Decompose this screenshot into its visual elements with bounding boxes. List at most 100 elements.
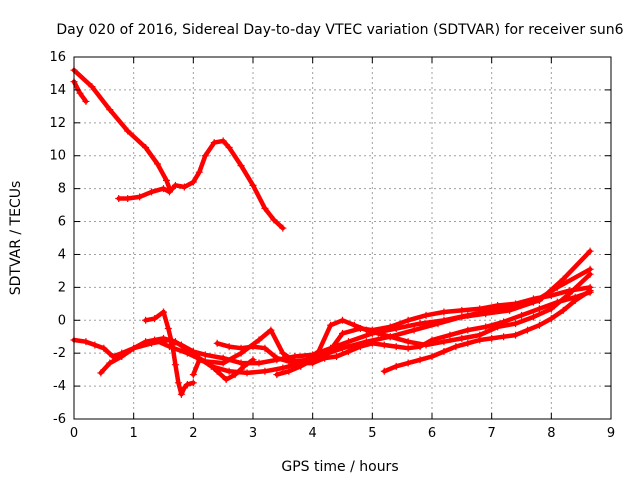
- data-point: [142, 338, 150, 346]
- y-tick-label: 2: [58, 280, 66, 295]
- data-point: [225, 367, 233, 375]
- data-point: [148, 188, 156, 196]
- series-layer: [70, 66, 594, 398]
- data-point: [204, 359, 212, 367]
- data-point: [261, 367, 269, 375]
- data-point: [243, 369, 251, 377]
- data-point: [231, 371, 239, 379]
- data-point: [321, 354, 329, 362]
- x-tick-label: 3: [249, 426, 257, 441]
- data-point: [535, 305, 543, 313]
- data-point: [356, 325, 364, 332]
- data-point: [219, 359, 227, 367]
- data-point: [162, 176, 170, 184]
- data-point: [586, 287, 594, 295]
- data-point: [171, 361, 179, 369]
- data-point: [339, 316, 346, 324]
- data-point: [446, 331, 454, 339]
- data-point: [565, 287, 573, 295]
- data-point: [476, 336, 484, 344]
- data-point: [270, 216, 278, 224]
- data-point: [237, 162, 245, 170]
- y-tick-label: -4: [53, 379, 66, 394]
- data-point: [225, 343, 233, 351]
- data-point: [356, 343, 364, 351]
- data-point: [339, 344, 346, 352]
- data-point: [535, 321, 543, 329]
- data-point: [344, 338, 352, 346]
- data-point: [547, 292, 555, 300]
- data-point: [279, 364, 287, 372]
- data-point: [124, 195, 132, 203]
- data-point: [189, 371, 197, 379]
- data-point: [512, 331, 520, 339]
- data-point: [210, 139, 218, 147]
- data-point: [386, 333, 394, 341]
- data-point: [174, 379, 182, 387]
- data-point: [279, 349, 287, 357]
- data-point: [100, 344, 108, 352]
- data-point: [151, 315, 159, 323]
- data-point: [91, 341, 99, 349]
- data-point: [82, 338, 90, 346]
- data-point: [165, 188, 173, 196]
- data-point: [225, 144, 233, 151]
- data-point: [500, 318, 508, 326]
- data-point: [297, 362, 305, 370]
- data-point: [195, 356, 203, 364]
- data-point: [249, 356, 257, 364]
- data-point: [267, 326, 275, 334]
- data-point: [183, 380, 191, 388]
- data-point: [195, 168, 203, 176]
- y-tick-label: 16: [49, 50, 66, 65]
- data-point: [440, 348, 448, 356]
- data-point: [339, 329, 346, 337]
- data-point: [476, 305, 484, 313]
- data-point: [237, 359, 245, 367]
- data-point: [488, 334, 496, 342]
- data-point: [82, 97, 90, 105]
- x-tick-label: 4: [309, 426, 317, 441]
- data-point: [255, 359, 263, 367]
- data-point: [416, 320, 424, 328]
- data-point: [124, 127, 132, 135]
- data-point: [309, 356, 317, 364]
- data-point: [428, 336, 436, 344]
- data-point: [553, 283, 561, 291]
- data-point: [106, 359, 114, 367]
- y-tick-label: 6: [58, 215, 66, 230]
- data-point: [404, 338, 412, 346]
- data-point: [350, 321, 358, 329]
- data-point: [142, 316, 150, 324]
- data-point: [422, 311, 430, 319]
- data-point: [547, 315, 555, 323]
- data-point: [327, 321, 335, 329]
- data-point: [115, 195, 123, 203]
- data-point: [279, 224, 287, 232]
- data-point: [428, 352, 436, 360]
- x-tick-label: 1: [130, 426, 138, 441]
- data-point: [213, 367, 221, 375]
- data-point: [160, 185, 167, 193]
- data-point: [76, 89, 84, 97]
- data-point: [249, 343, 257, 351]
- data-point: [88, 83, 96, 91]
- data-point: [559, 306, 567, 314]
- data-point: [368, 339, 376, 347]
- data-point: [142, 144, 150, 151]
- data-point: [380, 341, 388, 349]
- x-tick-label: 0: [70, 426, 78, 441]
- y-axis-label: SDTVAR / TECUs: [8, 181, 24, 296]
- data-point: [180, 384, 188, 392]
- data-point: [518, 311, 525, 319]
- y-tick-label: 0: [58, 313, 66, 328]
- data-point: [273, 354, 281, 362]
- data-point: [165, 343, 173, 351]
- y-tick-label: 12: [49, 116, 66, 131]
- data-point: [571, 297, 579, 305]
- data-point: [440, 338, 448, 346]
- data-point: [482, 323, 490, 331]
- data-point: [130, 344, 138, 352]
